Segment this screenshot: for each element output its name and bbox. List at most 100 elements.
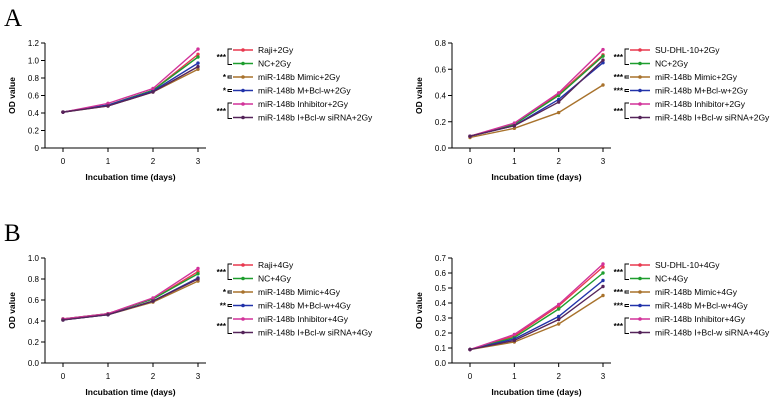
significance-marker: ** bbox=[220, 302, 227, 311]
significance-bracket bbox=[227, 317, 232, 334]
data-point bbox=[601, 54, 605, 58]
y-tick-label: 0 bbox=[35, 144, 40, 153]
y-tick-label: 0.8 bbox=[435, 39, 447, 48]
legend-swatch-marker bbox=[241, 61, 245, 66]
series-line-5 bbox=[469, 263, 604, 351]
y-tick-label: 1.0 bbox=[28, 254, 40, 263]
data-point bbox=[512, 123, 517, 128]
legend-swatch-marker bbox=[241, 48, 245, 52]
series-line-5 bbox=[469, 49, 604, 137]
legend-label: SU-DHL-10+4Gy bbox=[655, 260, 720, 270]
y-tick-label: 0.2 bbox=[435, 329, 447, 338]
x-axis-title: Incubation time (days) bbox=[85, 172, 175, 182]
y-tick-label: 0.8 bbox=[28, 275, 40, 284]
series-line-1 bbox=[62, 271, 199, 320]
y-axis-title: OD value bbox=[414, 292, 424, 329]
significance-bracket bbox=[227, 304, 232, 307]
significance-bracket bbox=[624, 89, 629, 92]
data-point bbox=[601, 58, 605, 62]
chart-B-raji: 0.0 0.2 0.4 0.6 0.8 1.0 0 1 2 3 Incubation time (d… bbox=[7, 254, 373, 397]
series-line-5 bbox=[62, 267, 199, 320]
series-line-4 bbox=[469, 279, 604, 351]
y-tick-label: 1.0 bbox=[28, 57, 40, 66]
chart-A-sudhl: 0.0 0.2 0.4 0.6 0.8 0 1 2 3 Incubation time (days… bbox=[414, 39, 770, 182]
x-axis-title: Incubation time (days) bbox=[85, 387, 175, 397]
x-tick-label: 3 bbox=[196, 372, 201, 381]
legend-swatch-marker bbox=[638, 61, 642, 66]
significance-marker: *** bbox=[614, 268, 624, 277]
legend-swatch-marker bbox=[638, 48, 642, 52]
significance-marker: * bbox=[223, 87, 227, 96]
legend-swatch-marker bbox=[638, 276, 642, 281]
legend-label: miR-148b Mimic+4Gy bbox=[655, 287, 738, 297]
data-point bbox=[601, 60, 605, 65]
x-tick-label: 3 bbox=[601, 372, 606, 381]
significance-marker: *** bbox=[614, 107, 624, 116]
data-point bbox=[61, 318, 65, 322]
y-tick-label: 0.6 bbox=[435, 65, 447, 74]
legend-label: SU-DHL-10+2Gy bbox=[655, 45, 720, 55]
x-axis-title: Incubation time (days) bbox=[491, 387, 581, 397]
legend-swatch-marker bbox=[241, 303, 245, 308]
y-tick-label: 0.4 bbox=[435, 92, 447, 101]
legend-label: miR-148b Inhibitor+4Gy bbox=[258, 314, 349, 324]
y-tick-label: 0.7 bbox=[435, 254, 447, 263]
legend-swatch-marker bbox=[241, 88, 245, 93]
data-point bbox=[196, 47, 200, 51]
series-line-5 bbox=[62, 48, 199, 113]
significance-marker: *** bbox=[217, 268, 227, 277]
legend-label: Raji+4Gy bbox=[258, 260, 294, 270]
data-point bbox=[512, 332, 517, 337]
legend-label: miR-148b Mimic+4Gy bbox=[258, 287, 341, 297]
data-point bbox=[512, 338, 517, 343]
y-tick-label: 0.6 bbox=[28, 296, 40, 305]
significance-marker: *** bbox=[614, 73, 624, 82]
legend-swatch-marker bbox=[638, 263, 642, 267]
y-tick-label: 0.5 bbox=[435, 284, 447, 293]
x-tick-label: 0 bbox=[61, 157, 66, 166]
x-tick-label: 2 bbox=[556, 157, 561, 166]
data-point bbox=[556, 317, 561, 322]
data-point bbox=[556, 322, 561, 326]
legend-swatch-marker bbox=[241, 263, 245, 267]
data-point bbox=[468, 134, 472, 138]
panel-letter-a: A bbox=[4, 5, 22, 32]
series-line-6 bbox=[62, 278, 199, 321]
significance-bracket bbox=[227, 290, 232, 294]
data-point bbox=[601, 293, 605, 298]
x-tick-label: 1 bbox=[106, 372, 111, 381]
significance-marker: *** bbox=[614, 288, 624, 297]
data-point bbox=[61, 110, 65, 114]
y-tick-label: 0.3 bbox=[435, 314, 447, 323]
legend-label: miR-148b I+Bcl-w siRNA+2Gy bbox=[258, 113, 373, 123]
series-line-6 bbox=[62, 66, 199, 113]
legend-swatch-marker bbox=[638, 102, 642, 106]
data-point bbox=[151, 296, 155, 300]
data-point bbox=[512, 126, 517, 131]
legend-swatch-marker bbox=[241, 330, 245, 335]
x-tick-label: 0 bbox=[468, 372, 473, 381]
significance-marker: *** bbox=[614, 87, 624, 96]
data-point bbox=[196, 64, 200, 69]
y-tick-label: 1.2 bbox=[28, 39, 40, 48]
y-axis-title: OD value bbox=[7, 77, 17, 114]
legend-label: miR-148b Inhibitor+4Gy bbox=[655, 314, 746, 324]
data-point bbox=[556, 91, 561, 95]
y-tick-label: 0.6 bbox=[435, 269, 447, 278]
y-tick-label: 0.6 bbox=[28, 92, 40, 101]
data-point bbox=[601, 271, 605, 275]
series-line-1 bbox=[469, 266, 604, 351]
y-tick-label: 0.4 bbox=[435, 299, 447, 308]
data-point bbox=[106, 104, 110, 108]
significance-bracket bbox=[227, 48, 232, 65]
legend-swatch-marker bbox=[638, 290, 642, 294]
y-tick-label: 0.0 bbox=[435, 144, 447, 153]
data-point bbox=[601, 47, 605, 52]
y-tick-label: 0.2 bbox=[435, 118, 447, 127]
significance-bracket bbox=[227, 263, 232, 280]
y-tick-label: 0.2 bbox=[28, 127, 40, 136]
legend-label: miR-148b I+Bcl-w siRNA+4Gy bbox=[258, 328, 373, 338]
legend-swatch-marker bbox=[638, 75, 642, 79]
legend-label: miR-148b I+Bcl-w siRNA+4Gy bbox=[655, 328, 770, 338]
legend-swatch-marker bbox=[241, 102, 245, 106]
